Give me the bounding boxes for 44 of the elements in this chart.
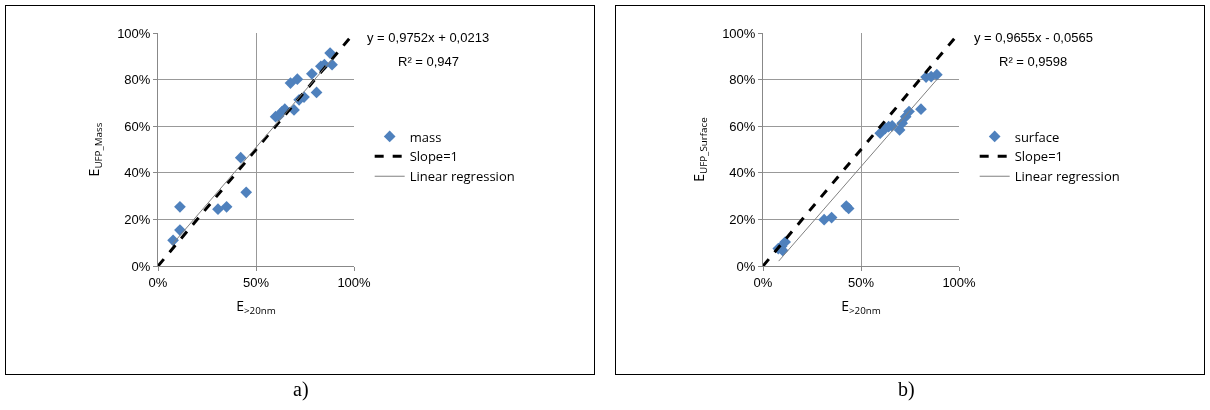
point — [825, 211, 838, 224]
x-axis-title: E$_{>20nm}$ — [236, 295, 276, 317]
point — [310, 86, 323, 99]
x-tick-label: 0% — [148, 274, 168, 290]
text: b) — [898, 378, 915, 401]
text: y = 0,9655x - 0,0565 — [974, 30, 1093, 45]
legend-label: mass — [409, 127, 442, 146]
point — [234, 151, 247, 164]
point — [212, 203, 224, 215]
x-axis-title: E$_{>20nm}$ — [841, 295, 881, 317]
y-tick-label: 100% — [722, 25, 756, 41]
x-tick-label: 50% — [242, 274, 270, 290]
legend-label: surface — [1014, 127, 1060, 146]
x-tick-label: 100% — [942, 274, 977, 290]
y-tick-label: 20% — [729, 211, 756, 227]
text: R² = 0,947 — [398, 54, 460, 69]
legend-label: Slope=1 — [409, 147, 459, 166]
text: a) — [293, 378, 309, 401]
y-tick-label: 100% — [117, 25, 151, 41]
legend-label: Linear regression — [1014, 167, 1120, 186]
legend-label: Slope=1 — [1014, 147, 1064, 166]
point — [174, 200, 186, 213]
y-tick-label: 20% — [124, 211, 151, 227]
y-tick-label: 0% — [736, 258, 756, 274]
y-tick-label: 40% — [729, 165, 756, 181]
y-tick-label: 60% — [729, 118, 756, 134]
y-tick-label: 40% — [124, 165, 151, 181]
x-tick-label: 100% — [337, 274, 372, 290]
y-tick-label: 0% — [131, 258, 151, 274]
point — [306, 67, 318, 80]
text: R² = 0,9598 — [999, 54, 1068, 69]
legend-label: Linear regression — [409, 167, 515, 186]
point — [291, 73, 304, 85]
x-tick-label: 50% — [847, 274, 875, 290]
x-tick-label: 0% — [753, 274, 773, 290]
text: y = 0,9752x + 0,0213 — [367, 30, 490, 45]
y-tick-label: 60% — [124, 118, 151, 134]
point — [220, 200, 233, 213]
point — [818, 213, 830, 226]
point — [240, 186, 253, 199]
y-tick-label: 80% — [124, 72, 151, 88]
point — [915, 103, 927, 116]
y-tick-label: 80% — [729, 72, 756, 88]
point — [284, 77, 297, 89]
